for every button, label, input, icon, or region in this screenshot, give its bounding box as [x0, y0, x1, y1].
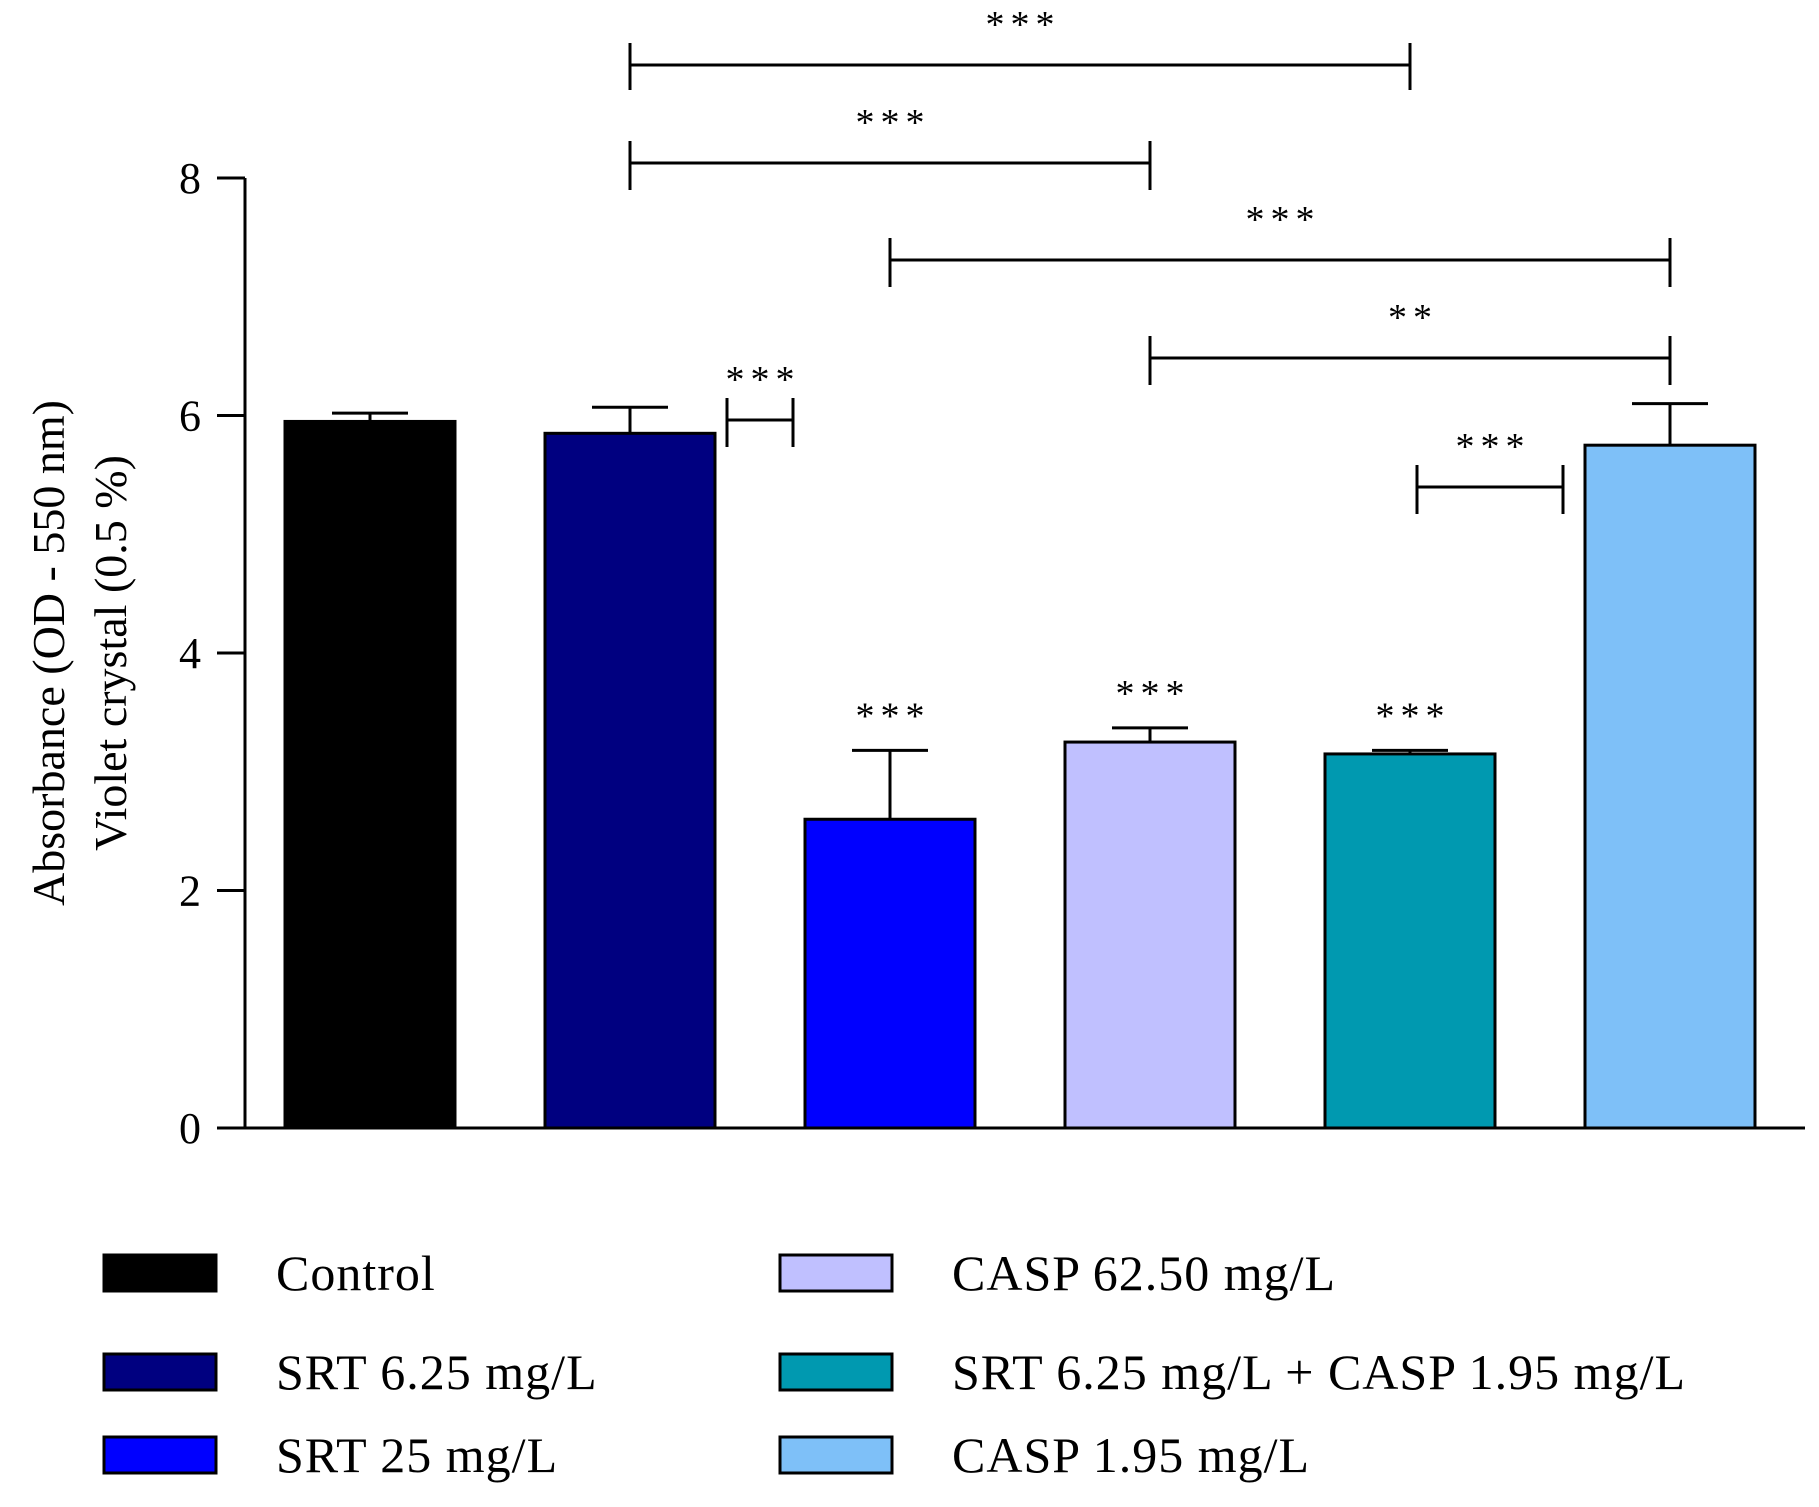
y-tick-label: 8 — [179, 154, 201, 203]
legend-swatch — [778, 1435, 894, 1475]
significance-label: *** — [856, 695, 931, 737]
legend-label: SRT 25 mg/L — [276, 1427, 558, 1483]
y-tick-label: 2 — [179, 867, 201, 916]
bar — [1323, 752, 1497, 1130]
y-tick-label: 6 — [179, 392, 201, 441]
bar — [1063, 740, 1237, 1130]
legend-label: Control — [276, 1245, 436, 1301]
y-tick-label: 0 — [179, 1104, 201, 1153]
significance-label: *** — [1376, 695, 1451, 737]
legend-swatch — [778, 1352, 894, 1392]
comparison-label: *** — [726, 359, 801, 401]
y-axis-subtitle: Violet crystal (0.5 %) — [85, 455, 136, 851]
significance-label: *** — [1116, 673, 1191, 715]
y-axis-title: Absorbance (OD - 550 nm) — [23, 400, 74, 906]
comparison-label: *** — [856, 102, 931, 144]
legend-label: CASP 1.95 mg/L — [952, 1427, 1310, 1483]
legend-label: SRT 6.25 mg/L — [276, 1344, 598, 1400]
comparison-label: *** — [1456, 426, 1531, 468]
bar — [543, 431, 717, 1130]
comparison-label: *** — [1246, 199, 1321, 241]
comparison-label: ** — [1388, 297, 1438, 339]
legend-label: SRT 6.25 mg/L + CASP 1.95 mg/L — [952, 1344, 1686, 1400]
legend-swatch — [102, 1253, 218, 1293]
y-tick-label: 4 — [179, 629, 201, 678]
plot-area: 0 2 4 6 8 Absorbance (OD - 550 nm) Violet crys… — [23, 4, 1805, 1153]
bar — [283, 419, 457, 1130]
bar — [1583, 443, 1757, 1130]
legend-swatch — [102, 1435, 218, 1475]
legend: Control SRT 6.25 mg/L SRT 25 mg/L CASP 62.5… — [102, 1245, 1686, 1483]
bar — [803, 817, 977, 1130]
legend-swatch — [778, 1253, 894, 1293]
legend-label: CASP 62.50 mg/L — [952, 1245, 1336, 1301]
comparison-label: *** — [986, 4, 1061, 46]
legend-swatch — [102, 1352, 218, 1392]
